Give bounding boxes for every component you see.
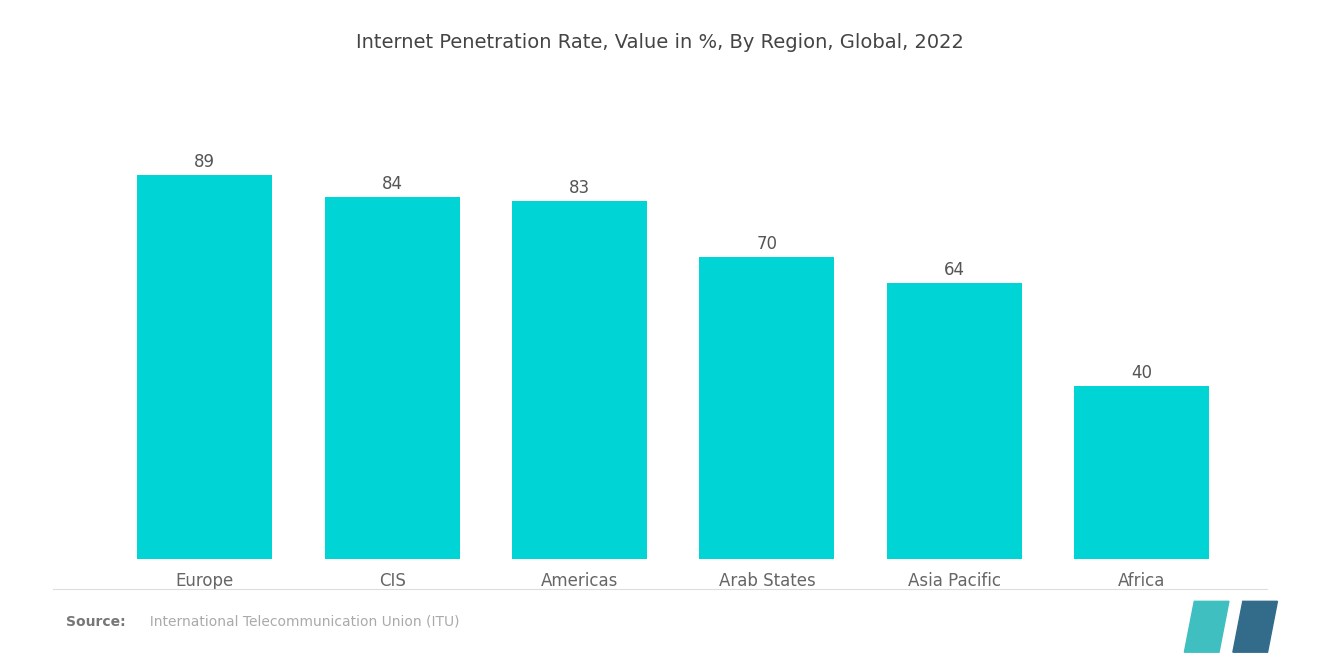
Text: 64: 64 <box>944 261 965 279</box>
Text: International Telecommunication Union (ITU): International Telecommunication Union (I… <box>141 614 459 629</box>
Text: 40: 40 <box>1131 364 1152 382</box>
Text: Source:: Source: <box>66 614 125 629</box>
Text: 89: 89 <box>194 153 215 171</box>
Text: 83: 83 <box>569 179 590 197</box>
Bar <box>1074 386 1209 559</box>
Text: Internet Penetration Rate, Value in %, By Region, Global, 2022: Internet Penetration Rate, Value in %, B… <box>356 33 964 53</box>
Text: 70: 70 <box>756 235 777 253</box>
Bar <box>512 201 647 559</box>
Bar <box>137 176 272 559</box>
Bar <box>887 283 1022 559</box>
Text: 84: 84 <box>381 174 403 193</box>
Bar <box>325 197 459 559</box>
Polygon shape <box>1233 601 1278 652</box>
Polygon shape <box>1184 601 1229 652</box>
Bar <box>700 257 834 559</box>
